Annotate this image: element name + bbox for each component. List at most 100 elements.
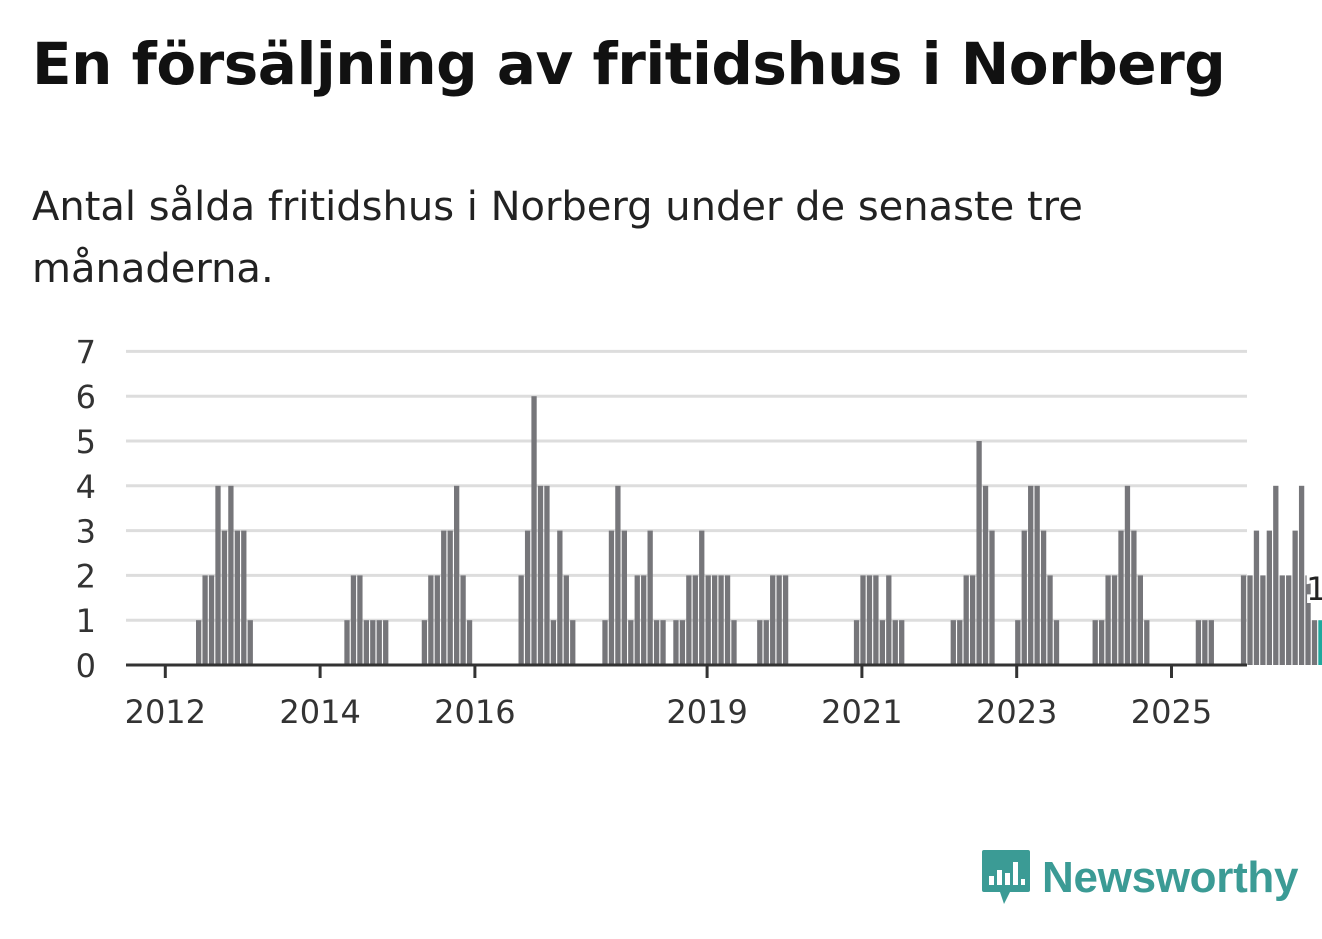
bar	[383, 620, 389, 665]
bar	[989, 530, 995, 665]
bar	[776, 575, 782, 665]
bar	[1047, 575, 1053, 665]
bar	[628, 620, 634, 665]
bar	[441, 530, 447, 665]
bar	[1137, 575, 1143, 665]
bar	[1298, 485, 1305, 665]
y-tick-label: 7	[76, 333, 96, 371]
bar	[686, 575, 692, 665]
bar	[1028, 485, 1034, 665]
bar	[763, 620, 769, 665]
bar	[421, 620, 428, 665]
y-tick-labels: 0 1 2 3 4 5 6 7	[76, 333, 96, 685]
bar	[221, 530, 228, 665]
newsworthy-chart-bubble-icon	[982, 850, 1030, 904]
x-axis	[126, 663, 1247, 678]
bar	[699, 530, 705, 665]
bar	[570, 620, 576, 665]
bar	[1099, 620, 1105, 665]
bar	[228, 485, 234, 665]
latest-value-label: 1	[1306, 570, 1322, 608]
x-tick-label: 2021	[821, 693, 902, 731]
bar	[434, 575, 440, 665]
newsworthy-logo: Newsworthy	[980, 848, 1298, 908]
x-tick-label: 2014	[279, 693, 360, 731]
bar	[241, 530, 247, 665]
bar	[1118, 530, 1124, 665]
bar	[608, 530, 615, 665]
bar	[208, 575, 215, 665]
bar	[853, 620, 860, 665]
bar	[1195, 620, 1202, 665]
bar	[1202, 620, 1208, 665]
bar	[724, 575, 731, 665]
bar	[602, 620, 608, 665]
bar	[524, 530, 531, 665]
chart-title: En försäljning av fritidshus i Norberg	[32, 30, 1226, 98]
bar	[692, 575, 698, 665]
bar	[247, 620, 253, 665]
chart-subtitle: Antal sålda fritidshus i Norberg under d…	[32, 184, 1083, 292]
bar	[537, 485, 544, 665]
x-tick-label: 2023	[976, 693, 1057, 731]
bar	[428, 575, 434, 665]
bar	[976, 441, 982, 665]
y-tick-label: 1	[76, 602, 96, 640]
bar	[1240, 575, 1247, 665]
bar	[518, 575, 524, 665]
bar	[1279, 575, 1285, 665]
y-tick-label: 5	[76, 423, 96, 461]
bar	[886, 575, 892, 665]
bar	[370, 620, 376, 665]
x-tick-label: 2012	[125, 693, 206, 731]
bar	[970, 575, 976, 665]
bar	[196, 620, 202, 665]
bar	[1124, 485, 1131, 665]
bar	[1273, 485, 1279, 665]
bar	[1266, 530, 1272, 665]
bar	[460, 575, 466, 665]
bar	[1040, 530, 1047, 665]
bar	[879, 620, 885, 665]
bar	[202, 575, 208, 665]
bar	[660, 620, 666, 665]
y-tick-label: 4	[76, 468, 96, 506]
bar	[1208, 620, 1214, 665]
bar	[860, 575, 866, 665]
bar	[344, 620, 350, 665]
bar	[782, 575, 789, 665]
bar	[770, 575, 776, 665]
data-labels: 1	[1303, 567, 1322, 611]
bar	[950, 620, 956, 665]
bar	[531, 396, 537, 665]
bar	[653, 620, 660, 665]
bar	[705, 575, 711, 665]
bar	[1260, 575, 1266, 665]
bar-latest	[1318, 620, 1322, 665]
bar	[712, 575, 718, 665]
gridlines	[126, 349, 1247, 622]
bar	[1021, 530, 1027, 665]
bar	[1053, 620, 1060, 665]
bar	[350, 575, 357, 665]
x-tick-label: 2025	[1131, 693, 1212, 731]
bar	[673, 620, 679, 665]
bar	[563, 575, 569, 665]
y-tick-label: 2	[76, 557, 96, 595]
bar	[615, 485, 621, 665]
bar	[1131, 530, 1137, 665]
x-tick-label: 2019	[666, 693, 747, 731]
bar	[544, 485, 550, 665]
bar	[679, 620, 686, 665]
x-tick-label: 2016	[434, 693, 515, 731]
bar	[1111, 575, 1118, 665]
bar	[866, 575, 873, 665]
bar	[550, 620, 557, 665]
bar-chart: 0 1 2 3 4 5 6 7 2012 2014 2016 2019 2021 2023 2025 1	[76, 333, 1322, 731]
bar	[1292, 530, 1298, 665]
bar	[641, 575, 647, 665]
bar	[454, 485, 460, 665]
brand-name: Newsworthy	[1042, 853, 1299, 902]
bar	[1015, 620, 1021, 665]
bar	[1311, 620, 1318, 665]
